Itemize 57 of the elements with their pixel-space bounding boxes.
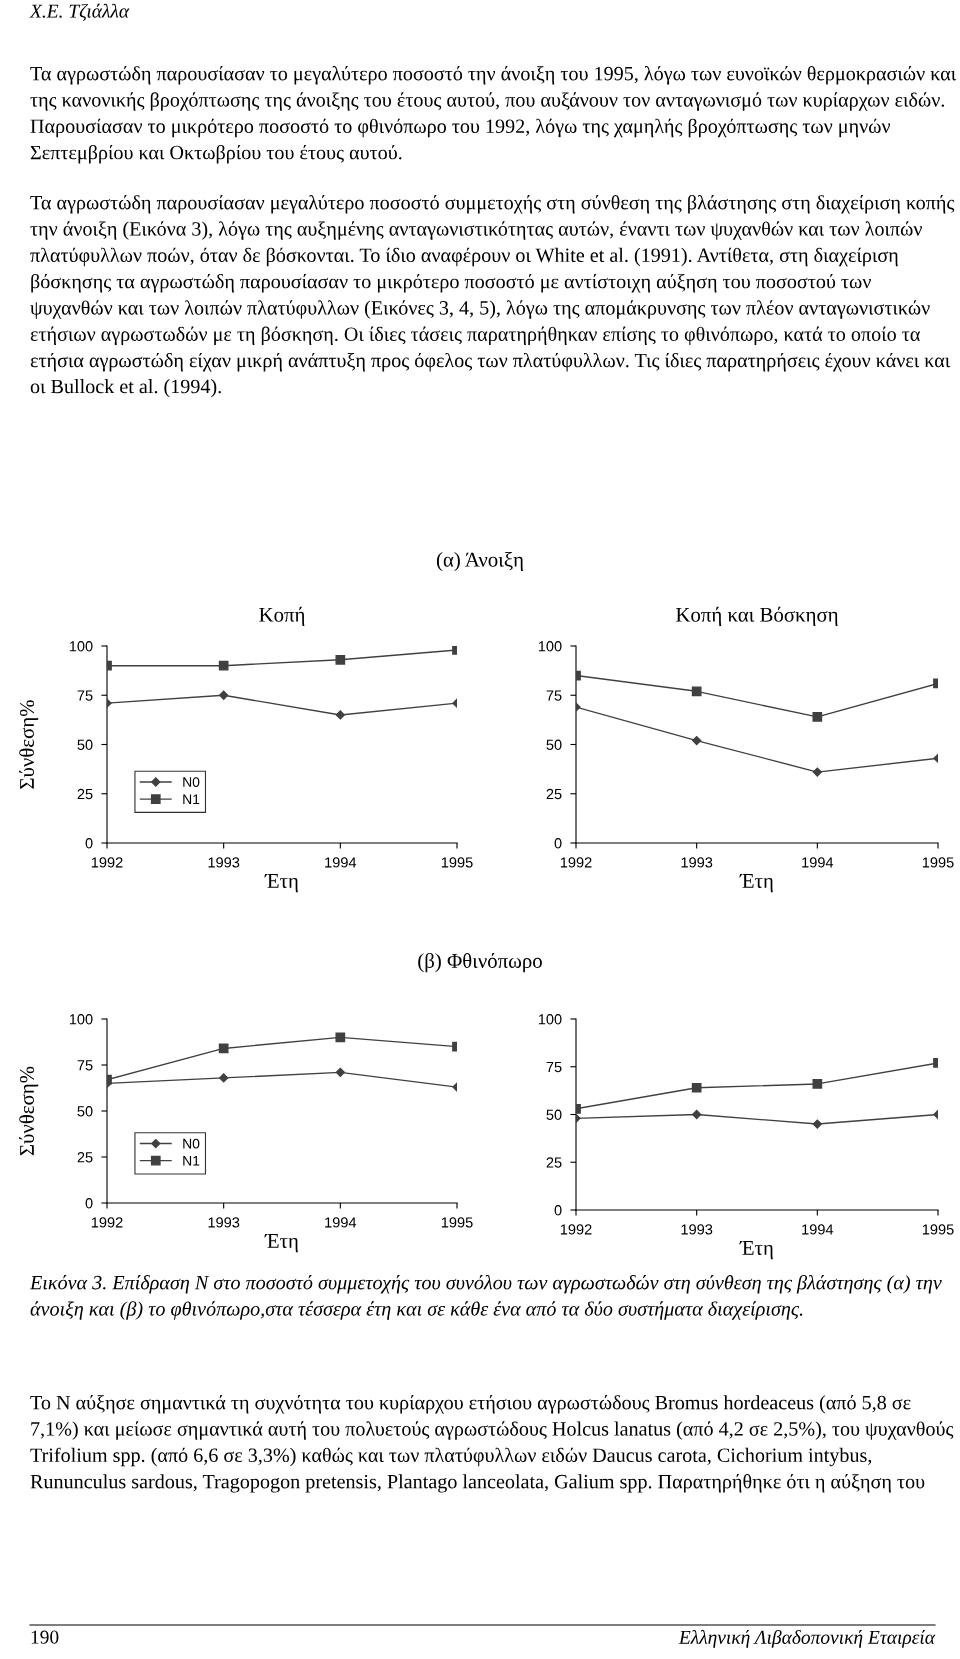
y-axis-title: Σύνθεση%: [19, 1066, 39, 1156]
x-tick-label: 1995: [922, 857, 954, 868]
text: 190: [31, 1630, 59, 1644]
x-tick-label: 1992: [560, 857, 592, 868]
x-tick-label: 1994: [325, 857, 357, 868]
x-tick-label: 1995: [441, 1217, 473, 1228]
x-tick-label: 1992: [560, 1224, 592, 1235]
x-axis-title: Έτη: [739, 1241, 773, 1260]
y-tick-label: 50: [77, 739, 93, 750]
y-tick-label: 100: [538, 641, 562, 652]
x-tick-label: 1993: [681, 857, 713, 868]
y-tick-label: 75: [77, 1060, 93, 1071]
x-tick-label: 1992: [91, 857, 123, 868]
x-tick-label: 1994: [325, 1217, 357, 1228]
text: (β) Φθινόπωρο: [418, 953, 542, 973]
y-tick-label: 0: [554, 838, 562, 849]
y-tick-label: 0: [85, 1198, 93, 1209]
x-tick-label: 1994: [802, 1224, 834, 1235]
y-tick-label: 0: [554, 1205, 562, 1216]
text: Τα αγρωστώδη παρουσίασαν μεγαλύτερο ποσοστό συμμετοχής στη σύνθεση της βλάστησης στη διαχείριση κοπής την άνοιξη (Εικόνα 3), λόγω της αυξημένης ανταγωνιστικότητας αυτών, έναντι των ψυχανθών και των λοιπών πλατύφυλλων ποών, όταν δε βόσκονται. Το ίδιο αναφέρουν οι White et al. (1991). Αντίθετα, στη διαχείριση βόσκησης τα αγρωστώδη παρουσίασαν το μικρότερο ποσοστό με αντίστοιχη αύξηση του ποσοστού των ψυχανθών και των λοιπών πλατύφυλλων (Εικόνες 3, 4, 5), λόγω της απομάκρυνσης των πλέον ανταγωνιστικών ετήσιων αγρωστωδών με τη βόσκηση. Οι ίδιες τάσεις παρατηρήθηκαν επίσης το φθινόπωρο, κατά το οποίο τα ετήσια αγρωστώδη είχαν μικρή ανάπτυξη προς όφελος των πλατύφυλλων. Τις ίδιες παρατηρήσεις έχουν κάνει και οι Bullock et al. (1994).: [30, 195, 955, 398]
x-axis-title: Έτη: [739, 874, 773, 893]
y-tick-label: 0: [85, 838, 93, 849]
y-tick-label: 25: [546, 1157, 562, 1168]
y-tick-label: 50: [546, 739, 562, 750]
chart-title: Κοπή: [259, 606, 305, 626]
text: (α) Άνοιξη: [436, 552, 523, 571]
y-tick-label: 75: [546, 690, 562, 701]
legend-label: N1: [183, 1155, 200, 1166]
x-tick-label: 1995: [922, 1224, 954, 1235]
y-tick-label: 25: [546, 788, 562, 800]
x-tick-label: 1993: [681, 1224, 713, 1235]
legend-label: N0: [183, 777, 200, 787]
y-tick-label: 100: [538, 1014, 562, 1025]
x-axis-title: Έτη: [264, 874, 298, 893]
y-tick-label: 100: [69, 1014, 93, 1025]
text: Χ.Ε. Τζιάλλα: [29, 3, 130, 21]
chart-title: Κοπή και Βόσκηση: [676, 606, 838, 626]
y-tick-label: 100: [69, 641, 93, 652]
x-tick-label: 1993: [208, 857, 240, 868]
x-tick-label: 1992: [91, 1217, 123, 1228]
x-axis-title: Έτη: [264, 1234, 298, 1253]
x-tick-label: 1995: [441, 857, 473, 868]
legend-label: N0: [183, 1138, 200, 1149]
text: Τα αγρωστώδη παρουσίασαν το μεγαλύτερο ποσοστό την άνοιξη του 1995, λόγω των ευνοϊκών θερμοκρασιών και της κανονικής βροχόπτωσης της άνοιξης του έτους αυτού, που αυξάνουν τον ανταγωνισμό των κυρίαρχων ειδών. Παρουσίασαν το μικρότερο ποσοστό το φθινόπωρο του 1992, λόγω της χαμηλής βροχόπτωσης των μηνών Σεπτεμβρίου και Οκτωβρίου του έτους αυτού.: [30, 66, 957, 164]
y-tick-label: 75: [546, 1062, 562, 1073]
text: Το Ν αύξησε σημαντικά τη συχνότητα του κυρίαρχου ετήσιου αγρωστώδους Bromus hordeaceus (από 5,8 σε 7,1%) και μείωσε σημαντικά αυτή του πολυετούς αγρωστώδους Holcus lanatus (από 4,2 σε 2,5%), του ψυχανθούς Trifolium spp. (από 6,6 σε 3,3%) καθώς και των πλατύφυλλων ειδών Daucus carota, Cichorium intybus, Rununculus sardous, Tragopogon pretensis, Plantago lanceolata, Galium spp. Παρατηρήθηκε ότι η αύξηση του: [30, 1395, 954, 1493]
y-axis-title: Σύνθεση%: [19, 700, 39, 789]
y-tick-label: 25: [77, 788, 93, 800]
y-tick-label: 50: [77, 1106, 93, 1117]
text: Εικόνα 3. Επίδραση Ν στο ποσοστό συμμετοχής του συνόλου των αγρωστωδών στη σύνθεση της βλάστησης (α) την άνοιξη και (β) το φθινόπωρο,στα τέσσερα έτη και σε κάθε ένα από τα δύο συστήματα διαχείρισης.: [29, 1275, 942, 1320]
x-tick-label: 1993: [208, 1217, 240, 1228]
y-tick-label: 75: [77, 690, 93, 701]
x-tick-label: 1994: [802, 857, 834, 868]
text: Ελληνική Λιβαδοπονική Εταιρεία: [678, 1630, 936, 1648]
y-tick-label: 50: [546, 1109, 562, 1120]
legend-label: N1: [183, 794, 200, 804]
y-tick-label: 25: [77, 1152, 93, 1163]
